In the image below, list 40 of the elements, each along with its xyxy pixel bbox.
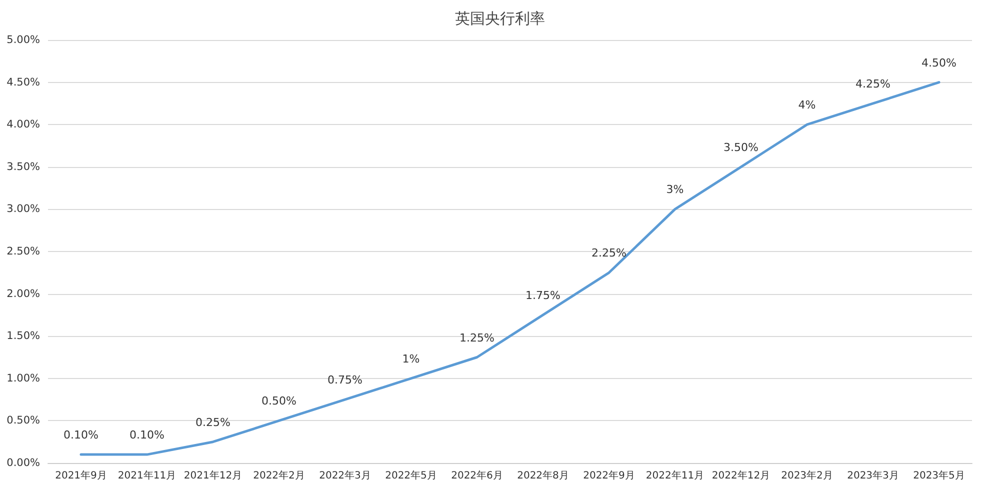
data-label: 0.10% (130, 428, 164, 442)
data-label: 4.50% (922, 56, 956, 70)
data-label: 2.25% (592, 246, 626, 260)
x-tick-label: 2022年2月 (253, 470, 305, 482)
y-tick-label: 0.00% (6, 457, 40, 469)
y-tick-label: 2.50% (6, 246, 40, 258)
x-tick-label: 2021年12月 (184, 470, 242, 482)
x-tick-label: 2023年2月 (781, 470, 833, 482)
x-tick-label: 2021年9月 (55, 470, 107, 482)
data-label: 1.75% (526, 288, 560, 302)
data-label: 4.25% (856, 77, 890, 90)
x-tick-label: 2023年5月 (913, 470, 965, 482)
data-label: 1% (402, 352, 420, 366)
y-tick-label: 3.50% (6, 160, 40, 173)
x-tick-label: 2023年3月 (847, 470, 899, 482)
x-tick-label: 2022年3月 (319, 470, 371, 482)
data-label: 3% (666, 183, 684, 196)
x-tick-label: 2022年6月 (451, 470, 503, 482)
x-tick-label: 2022年5月 (385, 470, 437, 482)
x-tick-label: 2022年11月 (646, 470, 704, 482)
data-label: 3.50% (724, 140, 758, 154)
chart-title: 英国央行利率 (455, 10, 545, 28)
data-label: 0.75% (328, 374, 362, 387)
x-tick-label: 2022年12月 (712, 470, 770, 482)
y-tick-label: 1.00% (6, 372, 40, 384)
y-tick-label: 4.00% (6, 118, 40, 131)
x-tick-label: 2022年8月 (517, 470, 569, 482)
data-label: 4% (798, 98, 816, 112)
y-tick-label: 0.50% (6, 414, 40, 427)
y-tick-label: 3.00% (6, 203, 40, 216)
y-tick-label: 1.50% (6, 330, 40, 342)
x-tick-label: 2021年11月 (118, 470, 176, 482)
y-tick-label: 4.50% (6, 76, 40, 88)
y-tick-label: 2.00% (6, 288, 40, 300)
data-label: 1.25% (460, 331, 494, 344)
data-label: 0.25% (196, 416, 230, 429)
y-tick-label: 5.00% (6, 34, 40, 46)
x-tick-label: 2022年9月 (583, 470, 635, 482)
data-label: 0.50% (262, 394, 296, 408)
data-label: 0.10% (64, 428, 98, 442)
